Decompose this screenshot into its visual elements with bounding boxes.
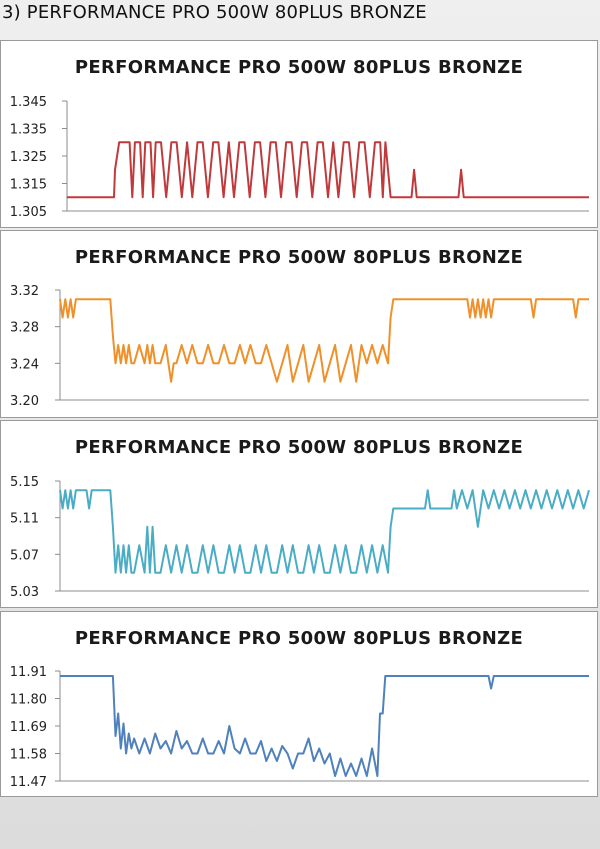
y-tick-label: 5.07 <box>10 548 39 563</box>
chart-panel-3: PERFORMANCE PRO 500W 80PLUS BRONZE 5.15 5… <box>0 420 598 608</box>
y-tick-label: 3.24 <box>10 357 39 372</box>
y-tick-label: 11.69 <box>10 720 47 735</box>
chart-panel-2: PERFORMANCE PRO 500W 80PLUS BRONZE 3.32 3… <box>0 230 598 418</box>
y-tick-label: 1.325 <box>10 150 47 165</box>
y-tick-label: 11.58 <box>10 748 47 763</box>
chart-2: 3.32 3.28 3.24 3.20 <box>10 284 589 409</box>
chart-4: 11.91 11.80 11.69 11.58 11.47 <box>10 665 589 790</box>
chart-3: 5.15 5.11 5.07 5.03 <box>10 475 590 600</box>
y-tick-label: 3.28 <box>10 321 39 336</box>
y-tick-label: 5.03 <box>10 585 39 600</box>
chart-panel-4: PERFORMANCE PRO 500W 80PLUS BRONZE 11.91… <box>0 611 598 797</box>
chart-panel-1: PERFORMANCE PRO 500W 80PLUS BRONZE 1.345… <box>0 40 598 228</box>
series-line <box>67 141 589 199</box>
y-tick-label: 1.345 <box>10 95 47 110</box>
y-tick-label: 3.20 <box>10 394 39 409</box>
chart-title: PERFORMANCE PRO 500W 80PLUS BRONZE <box>74 437 524 458</box>
chart-title: PERFORMANCE PRO 500W 80PLUS BRONZE <box>74 57 524 78</box>
chart-title: PERFORMANCE PRO 500W 80PLUS BRONZE <box>74 628 524 649</box>
y-tick-label: 11.47 <box>10 775 47 790</box>
page-heading: 3) PERFORMANCE PRO 500W 80PLUS BRONZE <box>2 2 427 23</box>
y-tick-label: 5.11 <box>10 512 39 527</box>
chart-title: PERFORMANCE PRO 500W 80PLUS BRONZE <box>74 247 524 268</box>
y-tick-label: 1.305 <box>10 205 47 220</box>
chart-1: 1.345 1.335 1.325 1.315 1.305 <box>10 95 589 220</box>
y-tick-label: 1.315 <box>10 178 47 193</box>
y-tick-label: 3.32 <box>10 284 39 299</box>
y-tick-label: 1.335 <box>10 123 47 138</box>
series-line <box>59 298 589 383</box>
series-line <box>60 675 589 777</box>
series-line <box>59 489 590 574</box>
y-tick-label: 11.91 <box>10 665 47 680</box>
y-tick-label: 5.15 <box>10 475 39 490</box>
y-tick-label: 11.80 <box>10 693 47 708</box>
